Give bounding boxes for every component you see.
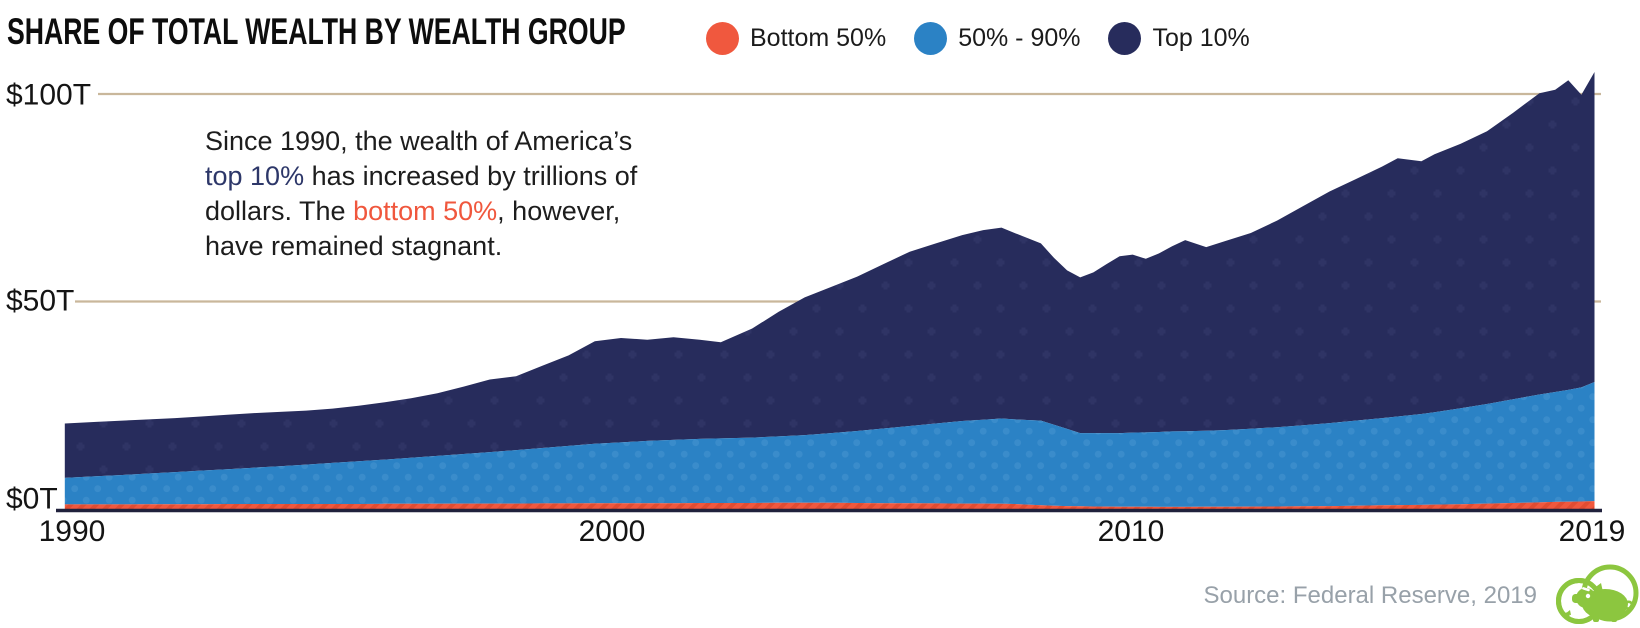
x-tick-2010: 2010	[1098, 515, 1165, 548]
legend-item-50-90: 50% - 90%	[914, 22, 1080, 55]
y-tick-50t: $50T	[6, 285, 74, 318]
source-credit: Source: Federal Reserve, 2019	[1203, 582, 1537, 609]
annotation-line: top 10% has increased by trillions of	[205, 161, 638, 191]
legend-label-top-10: Top 10%	[1152, 24, 1250, 52]
logo-pig	[1564, 583, 1634, 622]
legend-item-bottom-50: Bottom 50%	[706, 22, 886, 55]
y-tick-0t: $0T	[6, 483, 58, 516]
area-50-90-percent	[64, 382, 1595, 507]
legend-swatch-50-90-icon	[914, 22, 948, 55]
legend-label-50-90: 50% - 90%	[958, 24, 1081, 52]
legend-item-top-10: Top 10%	[1108, 22, 1250, 55]
y-tick-100t: $100T	[6, 79, 91, 112]
chart-annotation: Since 1990, the wealth of America’s top …	[205, 124, 675, 264]
area-bottom-50-percent	[64, 501, 1595, 509]
legend-label-bottom-50: Bottom 50%	[750, 24, 887, 52]
x-tick-2000: 2000	[579, 515, 646, 548]
pig-snout-slot	[1582, 587, 1590, 592]
x-tick-2019: 2019	[1559, 515, 1626, 548]
top-10-highlight: top 10%	[205, 161, 305, 191]
page-title: SHARE OF TOTAL WEALTH BY WEALTH GROUP	[7, 11, 626, 52]
piggy-bank-logo	[1556, 564, 1639, 624]
legend: Bottom 50% 50% - 90% Top 10%	[706, 22, 1250, 55]
legend-swatch-top-10-icon	[1108, 22, 1142, 55]
annotation-line: dollars. The bottom 50%, however,	[205, 196, 621, 226]
annotation-line: Since 1990, the wealth of America’s	[205, 126, 633, 156]
pig-eye	[1585, 593, 1591, 599]
x-tick-1990: 1990	[39, 515, 106, 548]
legend-swatch-bottom-50-icon	[706, 22, 739, 55]
annotation-line: have remained stagnant.	[205, 231, 503, 261]
bottom-50-highlight: bottom 50%	[353, 196, 498, 226]
area-top-10-percent	[64, 72, 1595, 478]
